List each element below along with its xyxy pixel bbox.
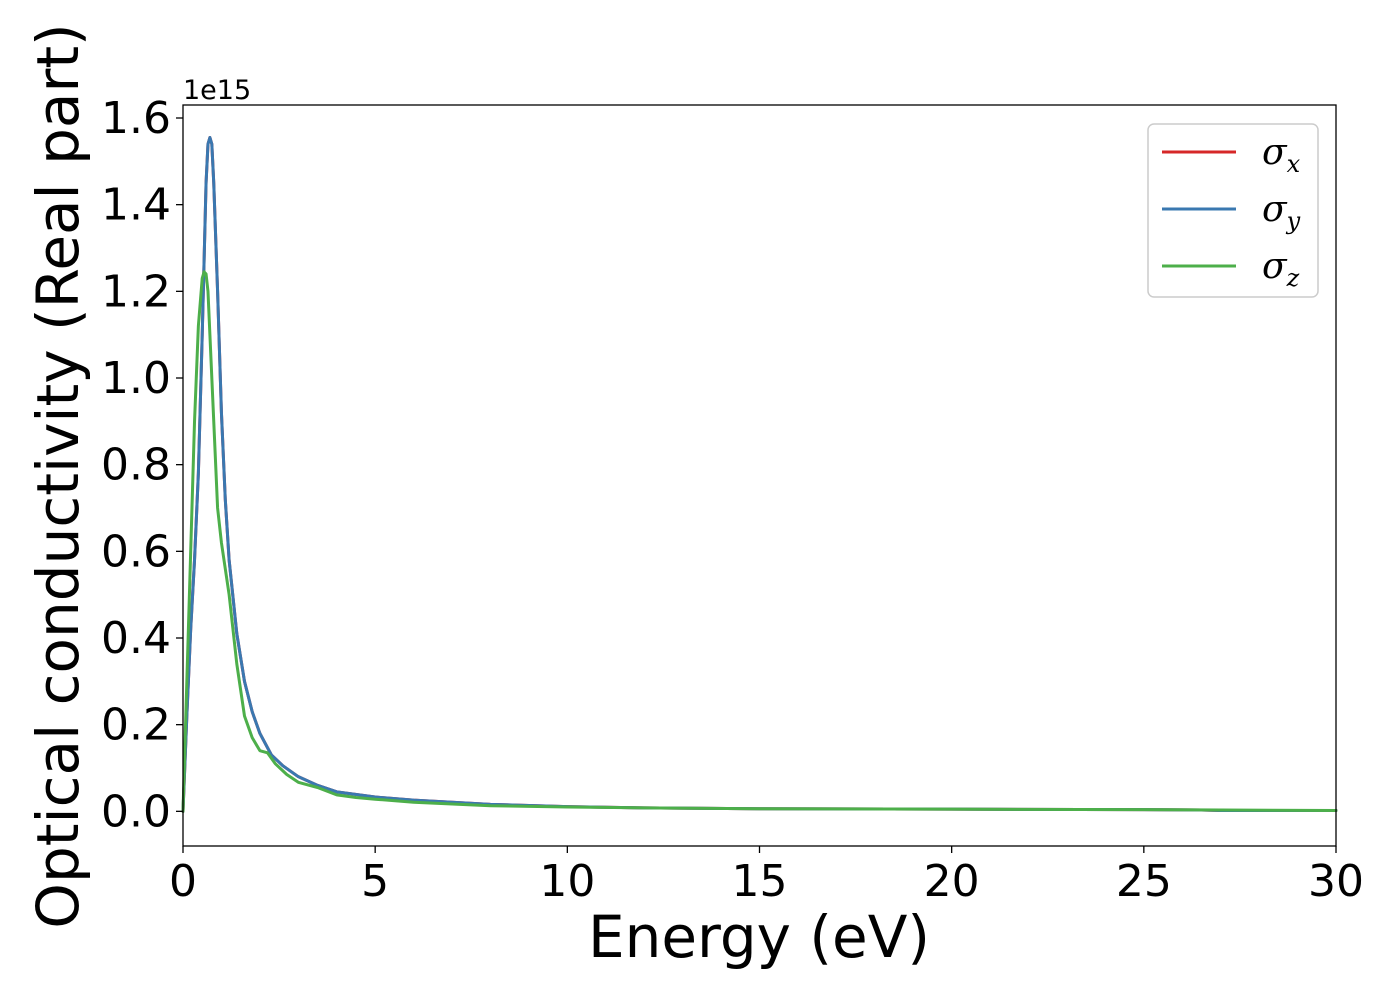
y-tick-label: 0.6	[101, 526, 171, 577]
x-tick-label: 0	[169, 856, 197, 907]
series-line-z	[181, 270, 1338, 813]
y-tick-label: 0.0	[101, 786, 171, 837]
y-tick-label: 1.4	[101, 180, 171, 231]
y-tick-label: 0.2	[101, 700, 171, 751]
y-axis-ticks: 0.0 0.2 0.4 0.6 0.8 1.0 1.2 1.4 1.6	[101, 93, 183, 837]
legend: σx σy σz	[1147, 123, 1319, 298]
x-axis-label: Energy (eV)	[588, 903, 930, 971]
y-axis-label: Optical conductivity (Real part)	[24, 23, 92, 928]
x-tick-label: 10	[539, 856, 595, 907]
x-tick-label: 15	[732, 856, 788, 907]
y-tick-label: 0.8	[101, 440, 171, 491]
x-tick-label: 5	[361, 856, 389, 907]
legend-label-x: σx	[1262, 132, 1301, 178]
x-axis-ticks: 0 5 10 15 20 25 30	[169, 846, 1364, 907]
y-tick-label: 1.2	[101, 266, 171, 317]
legend-label-y: σy	[1262, 189, 1301, 235]
y-tick-label: 0.4	[101, 613, 171, 664]
x-tick-label: 25	[1116, 856, 1172, 907]
y-tick-label: 1.0	[101, 353, 171, 404]
series-lines	[181, 136, 1338, 813]
x-tick-label: 20	[924, 856, 980, 907]
x-tick-label: 30	[1308, 856, 1364, 907]
legend-label-z: σz	[1262, 246, 1300, 292]
y-axis-offset-text: 1e15	[183, 75, 251, 106]
y-tick-label: 1.6	[101, 93, 171, 144]
